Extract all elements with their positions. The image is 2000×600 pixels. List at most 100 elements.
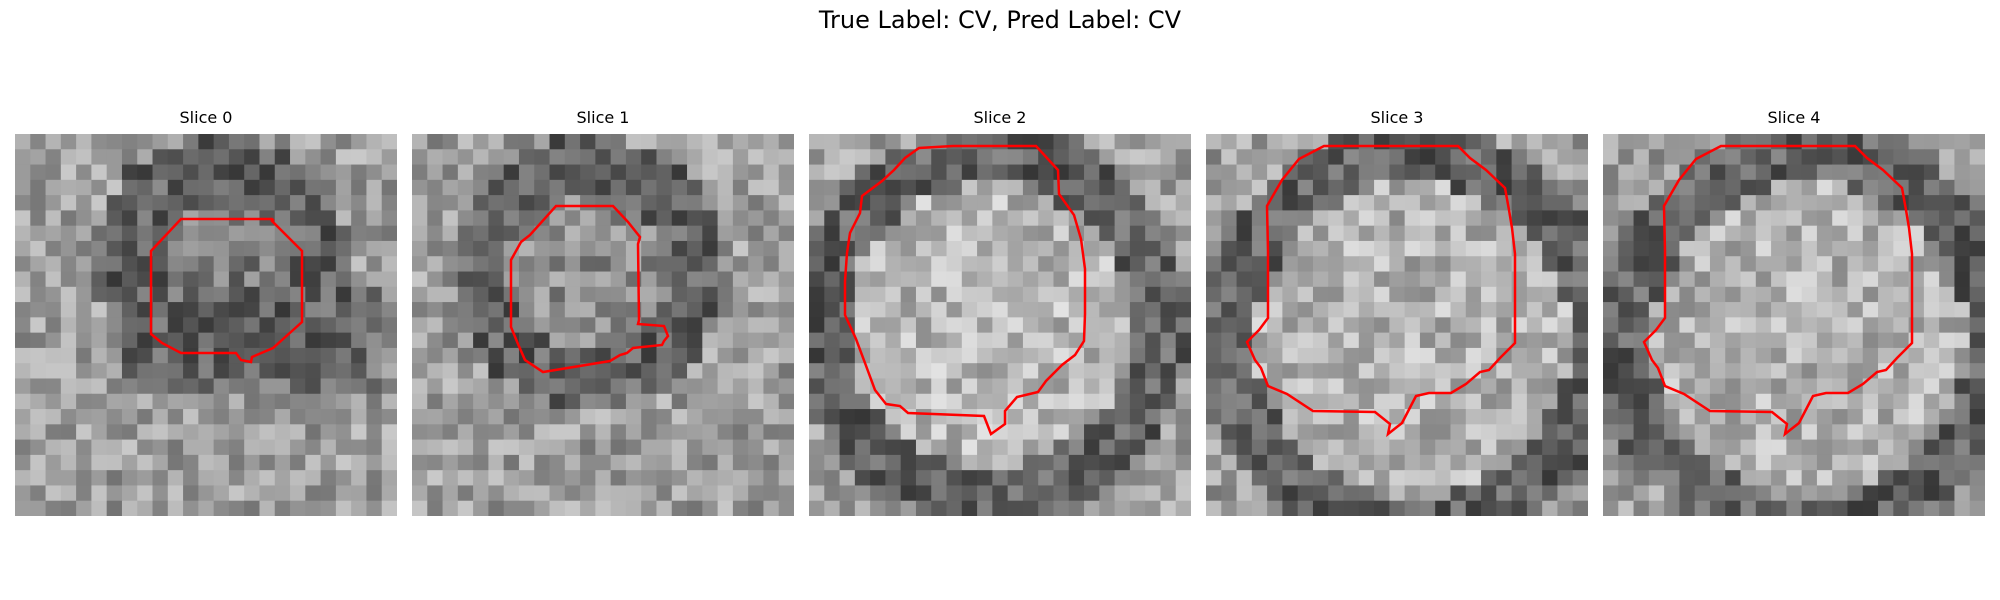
pixel	[1007, 424, 1024, 441]
slice-4-segmentation-contour	[1642, 144, 1914, 438]
pixel	[1404, 210, 1421, 227]
pixel	[121, 424, 138, 441]
pixel	[320, 485, 337, 502]
pixel	[641, 210, 657, 227]
pixel	[1603, 149, 1619, 166]
pixel	[1328, 164, 1345, 181]
pixel	[1771, 470, 1787, 486]
pixel	[1084, 286, 1100, 303]
pixel	[1450, 347, 1467, 364]
pixel	[1557, 378, 1574, 395]
pixel	[534, 378, 551, 395]
pixel	[488, 256, 505, 273]
pixel	[457, 164, 474, 181]
pixel	[1328, 454, 1345, 471]
pixel	[610, 179, 627, 196]
pixel	[1648, 195, 1665, 211]
pixel	[549, 302, 566, 318]
pixel	[1145, 424, 1161, 441]
pixel	[1664, 271, 1680, 288]
pixel	[1145, 302, 1161, 318]
pixel	[1648, 378, 1665, 395]
pixel	[91, 134, 108, 150]
pixel	[885, 424, 902, 441]
pixel	[320, 225, 337, 242]
pixel	[1633, 470, 1650, 486]
pixel	[1969, 424, 1985, 441]
pixel	[961, 225, 978, 242]
pixel	[1022, 332, 1039, 349]
pixel	[213, 164, 230, 181]
pixel	[1022, 470, 1039, 486]
pixel	[1801, 271, 1818, 288]
pixel	[1939, 439, 1955, 456]
pixel	[503, 225, 520, 242]
pixel	[213, 271, 230, 288]
pixel	[366, 240, 383, 257]
pixel	[1374, 347, 1390, 364]
pixel	[1343, 409, 1360, 425]
pixel	[1084, 179, 1100, 196]
pixel	[1236, 378, 1253, 395]
pixel	[900, 409, 917, 425]
pixel	[76, 195, 92, 211]
pixel	[1633, 240, 1650, 257]
pixel	[1740, 424, 1757, 441]
pixel	[671, 439, 688, 456]
pixel	[1297, 256, 1314, 273]
pixel	[1114, 271, 1131, 288]
pixel	[473, 271, 489, 288]
pixel	[457, 485, 474, 502]
pixel	[1297, 225, 1314, 242]
pixel	[1755, 134, 1772, 150]
pixel	[305, 409, 322, 425]
pixel	[1328, 286, 1345, 303]
pixel	[244, 500, 260, 516]
pixel	[473, 256, 489, 273]
pixel	[1129, 454, 1146, 471]
pixel	[534, 317, 551, 334]
pixel	[1099, 485, 1116, 502]
pixel	[412, 256, 428, 273]
pixel	[457, 225, 474, 242]
pixel	[687, 454, 703, 471]
pixel	[1832, 149, 1848, 166]
pixel	[1099, 271, 1116, 288]
pixel	[625, 409, 642, 425]
pixel	[290, 470, 306, 486]
pixel	[625, 378, 642, 395]
pixel	[1542, 454, 1558, 471]
pixel	[717, 500, 734, 516]
pixel	[198, 485, 215, 502]
pixel	[1923, 225, 1940, 242]
pixel	[1251, 240, 1268, 257]
pixel	[1679, 195, 1696, 211]
pixel	[931, 393, 948, 410]
pixel	[641, 500, 657, 516]
pixel	[702, 378, 719, 395]
pixel	[503, 470, 520, 486]
pixel	[305, 164, 322, 181]
pixel	[290, 134, 306, 150]
pixel	[1939, 363, 1955, 379]
pixel	[1465, 256, 1482, 273]
pixel	[1419, 179, 1436, 196]
pixel	[809, 256, 825, 273]
pixel	[1358, 134, 1375, 150]
pixel	[1847, 225, 1864, 242]
pixel	[870, 225, 886, 242]
pixel	[1572, 470, 1588, 486]
pixel	[702, 256, 719, 273]
pixel	[641, 164, 657, 181]
pixel	[717, 363, 734, 379]
pixel	[534, 347, 551, 364]
pixel	[1755, 424, 1772, 441]
pixel	[809, 210, 825, 227]
pixel	[977, 271, 993, 288]
pixel	[335, 424, 352, 441]
pixel	[1694, 454, 1711, 471]
pixel	[1297, 439, 1314, 456]
pixel	[931, 256, 948, 273]
pixel	[1603, 393, 1619, 410]
pixel	[15, 332, 31, 349]
